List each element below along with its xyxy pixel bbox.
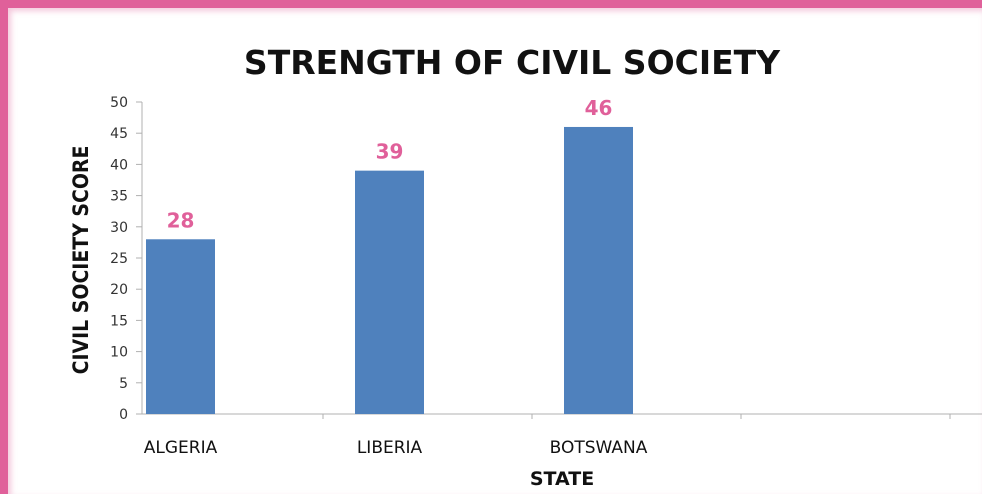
x-axis-label: STATE bbox=[530, 468, 594, 490]
y-tick-label: 20 bbox=[110, 282, 128, 298]
bar-chart: STRENGTH OF CIVIL SOCIETY CIVIL SOCIETY … bbox=[69, 43, 982, 490]
data-label: 28 bbox=[167, 208, 195, 232]
y-tick-label: 15 bbox=[110, 313, 128, 329]
bar bbox=[564, 126, 633, 415]
y-tick-label: 25 bbox=[110, 251, 128, 267]
y-tick-label: 45 bbox=[110, 126, 128, 142]
x-tick-label: ALGERIA bbox=[144, 438, 218, 458]
y-tick-label: 35 bbox=[110, 189, 128, 205]
y-tick-label: 30 bbox=[110, 220, 128, 236]
x-tick-label: LIBERIA bbox=[357, 438, 423, 458]
data-label: 46 bbox=[585, 96, 613, 120]
y-tick-label: 0 bbox=[119, 407, 128, 423]
y-axis-label: CIVIL SOCIETY SCORE bbox=[69, 146, 93, 375]
y-tick-label: 10 bbox=[110, 345, 128, 361]
x-tick-label: BOTSWANA bbox=[550, 438, 648, 458]
y-tick-label: 50 bbox=[110, 95, 128, 111]
plot-area: 0 5 10 15 20 25 30 35 40 45 50 28 ALGERIA 39 LIBERIA 46… bbox=[110, 95, 982, 458]
bar bbox=[355, 170, 424, 414]
y-tick-label: 5 bbox=[119, 376, 128, 392]
data-label: 39 bbox=[376, 140, 404, 164]
bar bbox=[146, 239, 215, 414]
chart-title: STRENGTH OF CIVIL SOCIETY bbox=[244, 43, 781, 82]
y-tick-label: 40 bbox=[110, 157, 128, 173]
